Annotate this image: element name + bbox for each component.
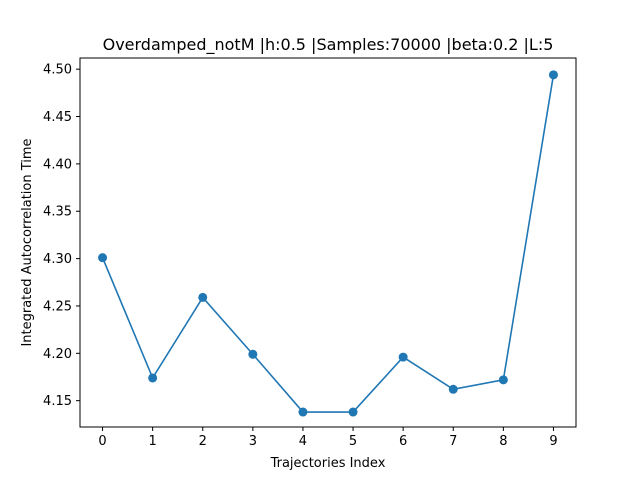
data-point <box>548 70 558 80</box>
x-tick-label: 8 <box>499 434 507 449</box>
y-tick-label: 4.15 <box>43 394 72 409</box>
data-point <box>198 292 208 302</box>
axes-frame <box>79 57 577 428</box>
chart-title: Overdamped_notM |h:0.5 |Samples:70000 |b… <box>103 35 554 55</box>
y-axis-ticks: 4.15 4.20 4.25 4.30 4.35 4.40 4.45 4.50 <box>43 63 80 409</box>
data-point <box>98 253 108 263</box>
x-tick-label: 6 <box>399 434 407 449</box>
x-axis-ticks: 0 1 2 3 4 5 6 7 8 9 <box>98 427 558 449</box>
x-tick-label: 4 <box>299 434 307 449</box>
data-point <box>498 375 508 385</box>
data-point <box>448 384 458 394</box>
x-tick-label: 1 <box>149 434 157 449</box>
data-points <box>98 70 558 417</box>
data-point <box>348 407 358 417</box>
x-tick-label: 9 <box>549 434 557 449</box>
series-line <box>101 74 555 413</box>
y-tick-label: 4.30 <box>43 252 72 267</box>
data-point <box>148 373 158 383</box>
y-tick-label: 4.35 <box>43 205 72 220</box>
y-tick-label: 4.25 <box>43 299 72 314</box>
y-tick-label: 4.40 <box>43 157 72 172</box>
y-tick-label: 4.50 <box>43 63 72 78</box>
y-tick-label: 4.20 <box>43 347 72 362</box>
x-tick-label: 7 <box>449 434 457 449</box>
x-tick-label: 5 <box>349 434 357 449</box>
x-axis-label: Trajectories Index <box>270 456 386 471</box>
x-tick-label: 2 <box>199 434 207 449</box>
x-tick-label: 3 <box>249 434 257 449</box>
data-point <box>248 349 258 359</box>
y-tick-label: 4.45 <box>43 110 72 125</box>
data-point <box>398 352 408 362</box>
data-point <box>298 407 308 417</box>
y-axis-label: Integrated Autocorrelation Time <box>20 138 35 346</box>
x-tick-label: 0 <box>98 434 106 449</box>
